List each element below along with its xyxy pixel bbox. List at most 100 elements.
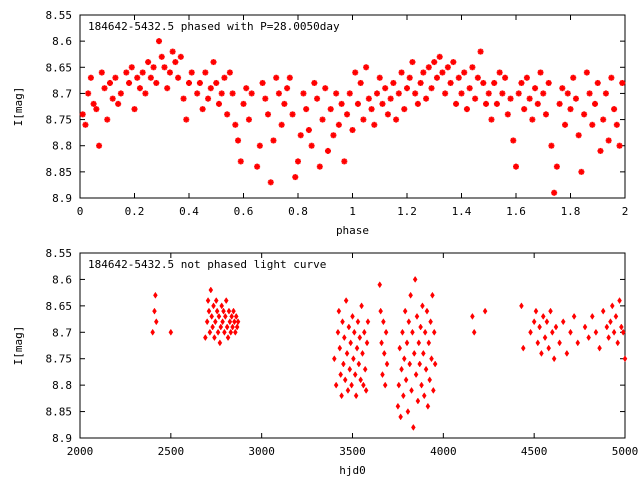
phased-data-point [562,122,568,128]
phased-data-point [616,142,623,149]
unphased-data-point [360,349,365,357]
phased-data-point [134,75,140,81]
unphased-y-tick-label: 8.8 [52,379,72,392]
phased-data-point [79,111,86,118]
phased-data-point [295,158,301,165]
phased-data-point [129,64,135,71]
unphased-data-point [348,339,353,347]
unphased-y-tick-label: 8.65 [46,300,73,313]
phased-data-point [341,158,348,165]
unphased-data-point [396,381,402,389]
unphased-data-point [416,339,422,347]
unphased-data-point [205,297,211,305]
phased-data-point [145,59,151,65]
phased-data-point [317,163,323,170]
phased-data-point [104,116,110,123]
unphased-data-point [365,318,371,326]
phased-data-point [197,80,203,86]
phased-data-point [262,95,269,102]
phased-data-point [420,69,427,76]
phased-data-point [178,54,184,60]
unphased-data-point [411,349,417,357]
phased-data-point [450,59,457,65]
unphased-data-point [233,328,238,336]
phased-data-point [213,80,219,86]
phased-data-point [540,90,546,97]
unphased-data-point [421,392,427,400]
unphased-y-tick-label: 8.9 [52,432,72,445]
phased-data-point [543,111,549,118]
unphased-data-point [381,318,386,326]
unphased-data-point [344,349,350,357]
unphased-data-point [359,302,364,310]
phased-data-point [137,85,143,91]
phased-data-point [524,75,530,81]
phased-data-point [268,179,274,186]
phased-data-point [360,116,367,123]
phased-data-point [597,148,604,154]
phased-data-point [172,59,179,65]
unphased-data-point [351,355,356,363]
phased-y-tick-label: 8.55 [46,9,73,22]
unphased-data-point [409,386,414,394]
unphased-data-point [551,355,557,363]
phased-data-point [308,142,315,149]
phased-data-point [374,90,380,97]
phased-data-point [349,127,356,133]
phased-data-point [93,106,100,112]
phased-data-point [115,101,121,107]
unphased-y-axis-label: I[mag] [12,326,25,366]
unphased-data-point [404,339,410,347]
unphased-data-point [377,281,383,289]
unphased-data-point [417,360,423,368]
unphased-data-point [400,328,405,336]
unphased-data-point [401,355,407,363]
phased-data-point [300,90,307,97]
unphased-data-point [544,318,550,326]
phased-data-point [575,132,582,138]
phased-data-point [159,54,165,60]
phased-data-point [573,95,579,102]
phased-data-point [180,95,187,102]
unphased-data-point [411,423,416,431]
unphased-data-point [428,318,433,326]
phased-data-point [221,75,228,81]
phased-data-point [229,90,236,97]
unphased-data-point [381,349,387,357]
unphased-data-point [593,328,599,336]
phased-x-tick-label: 2 [622,205,629,218]
phased-data-point [379,101,386,107]
phased-y-tick-label: 8.9 [52,192,72,205]
phased-data-point [139,69,146,76]
phased-data-point [600,116,606,123]
unphased-data-point [408,291,413,299]
phased-data-point [270,137,277,144]
phased-x-tick-label: 0.2 [125,205,145,218]
unphased-data-point [519,302,524,310]
unphased-data-point [395,402,401,410]
unphased-data-point [402,307,408,315]
unphased-data-point [617,297,622,305]
phased-data-point [611,106,617,112]
phased-data-point [246,116,252,123]
unphased-data-point [215,328,221,336]
phased-data-point [101,85,108,91]
unphased-data-point [608,318,613,326]
phased-data-point [545,80,552,86]
unphased-data-point [432,360,438,368]
phased-data-point [385,111,391,118]
phased-data-point [368,106,375,112]
unphased-data-point [204,318,210,326]
phased-x-tick-label: 0.8 [288,205,308,218]
phased-x-tick-label: 1.4 [452,205,472,218]
unphased-data-point [150,328,155,336]
unphased-data-point [213,318,218,326]
unphased-data-point [482,307,488,315]
phased-data-point [164,85,170,91]
phased-data-point [314,95,320,102]
phased-data-point [311,80,318,86]
phased-data-point [445,64,451,71]
phased-y-axis-label: I[mag] [12,87,25,127]
unphased-data-point [557,339,562,347]
phased-data-point [235,137,241,144]
